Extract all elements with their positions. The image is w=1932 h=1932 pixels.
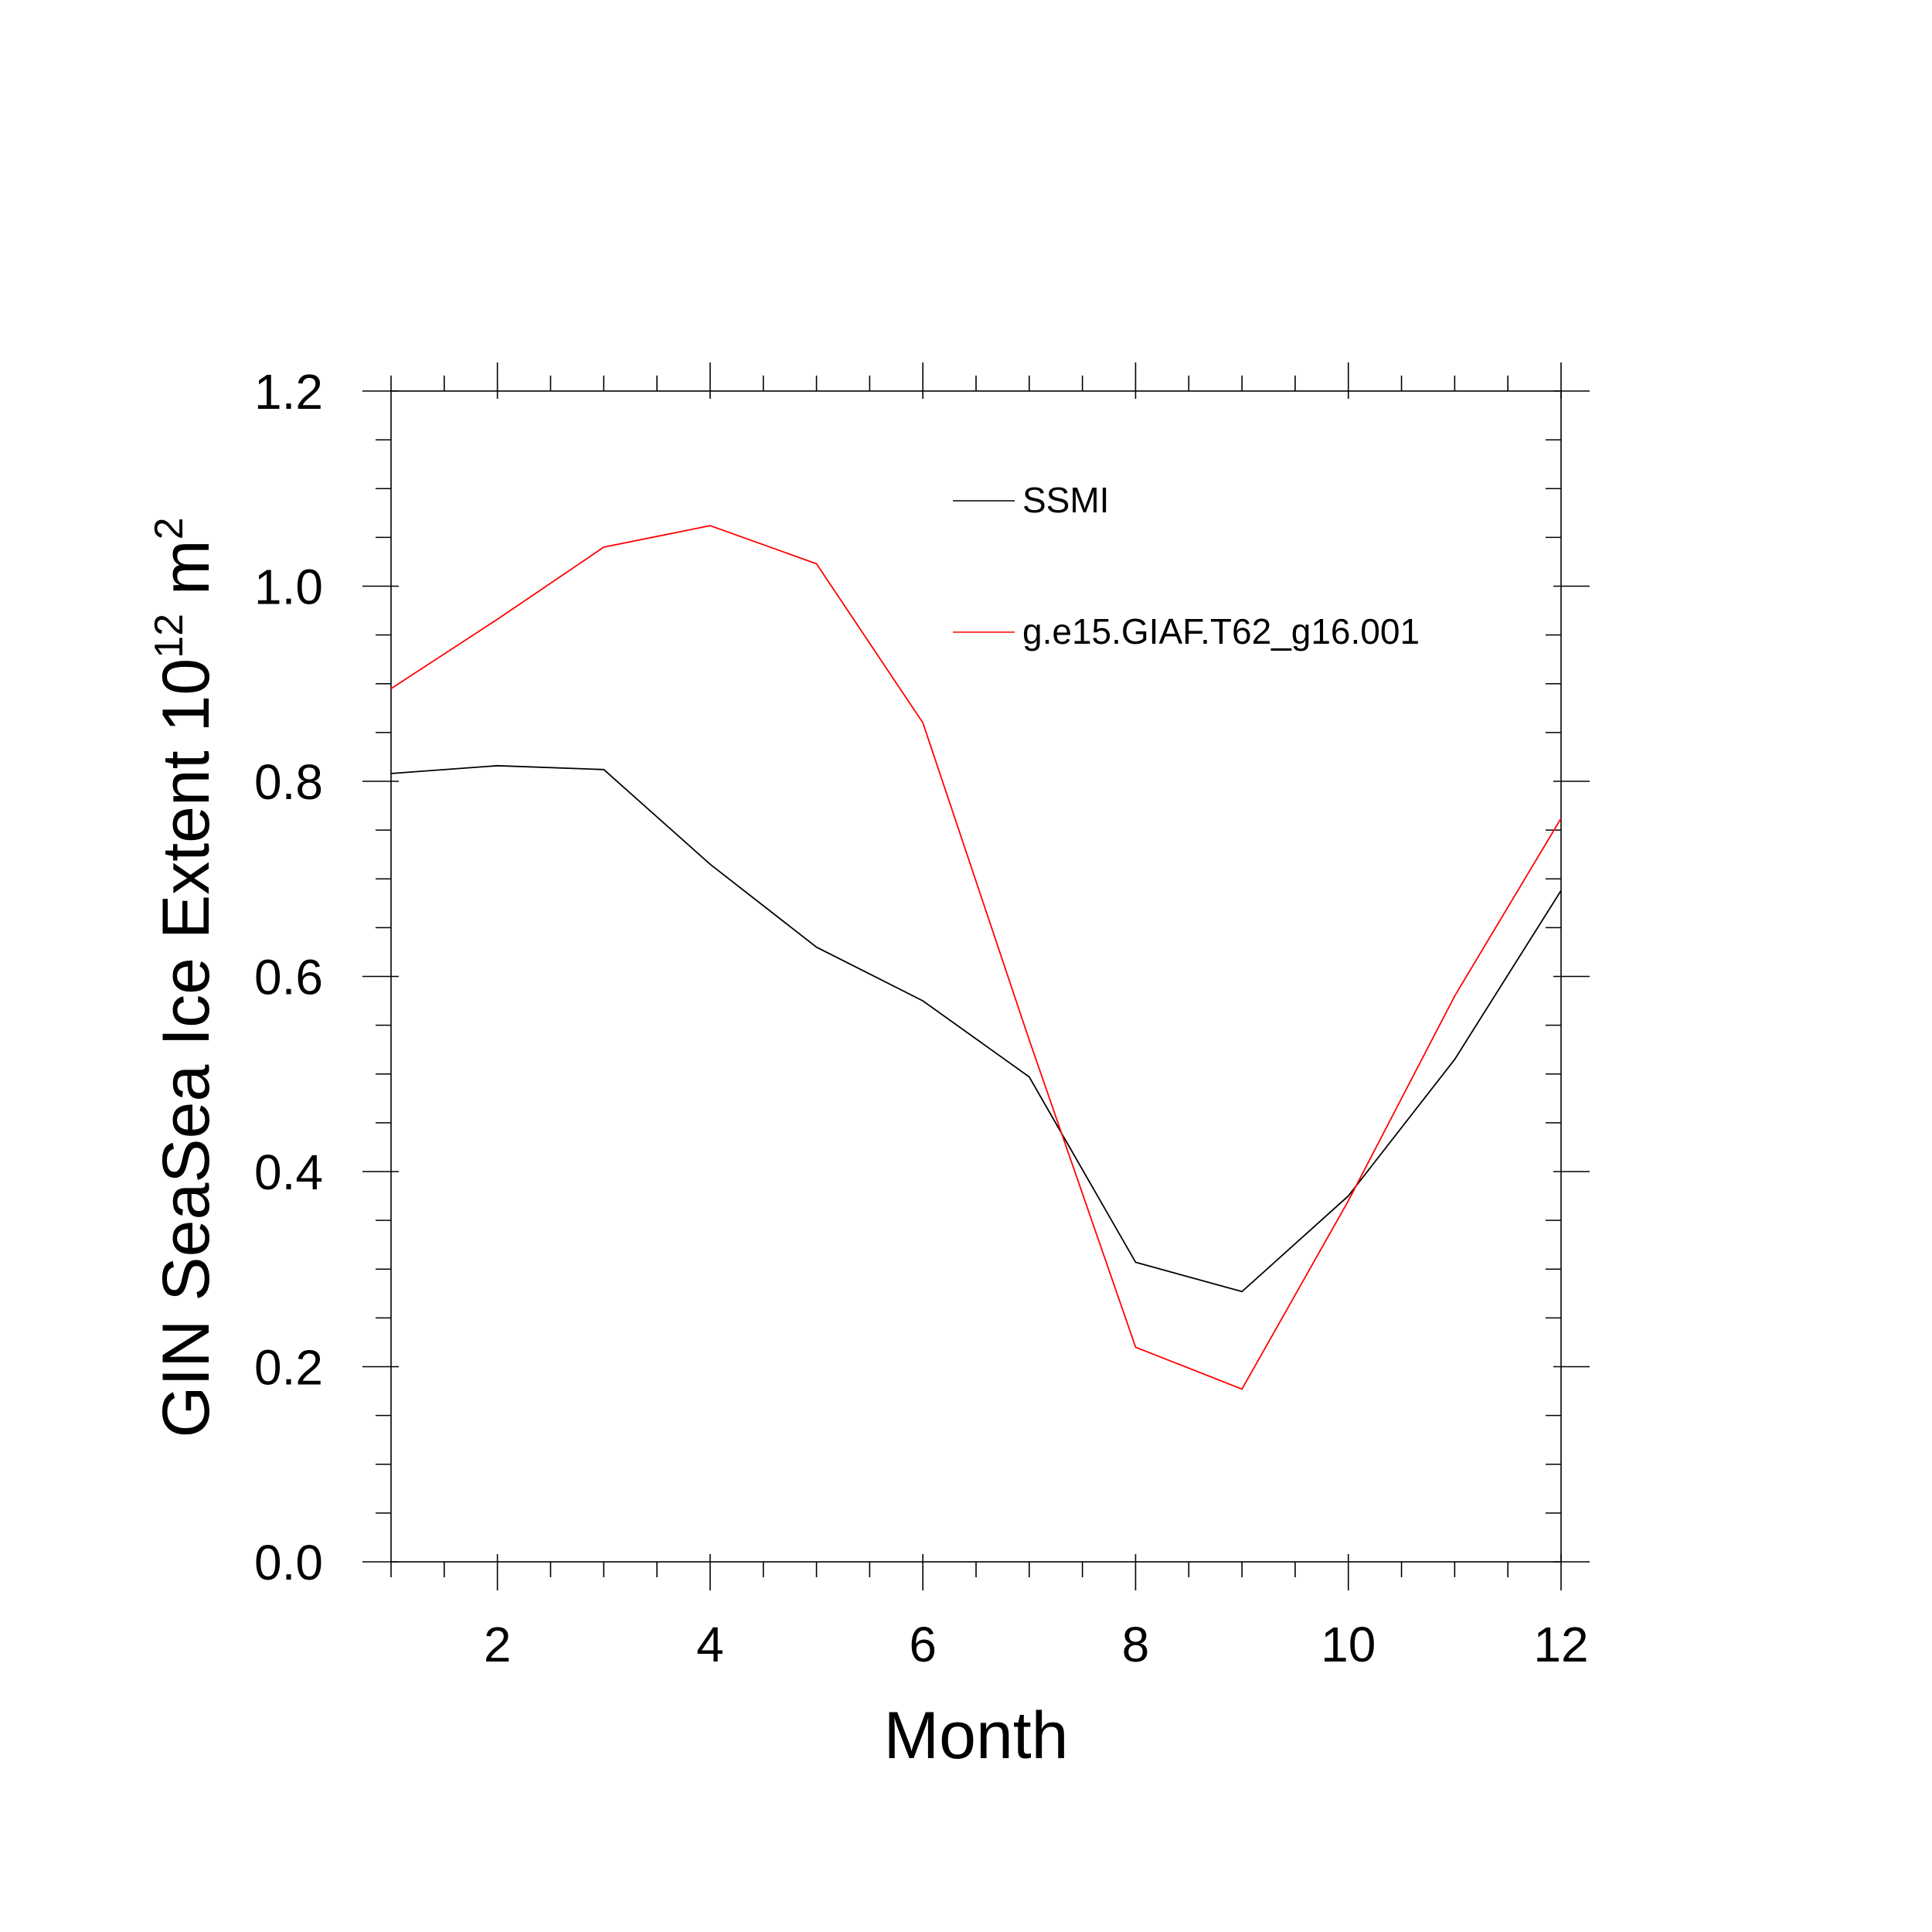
x-tick-label: 8 bbox=[1122, 1617, 1150, 1672]
legend-label-model: g.e15.GIAF.T62_g16.001 bbox=[1022, 611, 1420, 651]
x-tick-label: 6 bbox=[909, 1617, 937, 1672]
y-tick-label: 0.6 bbox=[254, 950, 323, 1005]
series-line-model bbox=[390, 525, 1562, 1390]
y-tick-label: 0.2 bbox=[254, 1340, 323, 1396]
x-axis-label: Month bbox=[883, 1699, 1068, 1773]
y-tick-label: 1.2 bbox=[254, 364, 323, 420]
y-tick-labels: 0.0 0.2 0.4 0.6 0.8 1.0 1.2 bbox=[254, 364, 323, 1590]
x-tick-labels: 2 4 6 8 10 12 bbox=[484, 1617, 1589, 1672]
x-tick-label: 10 bbox=[1321, 1617, 1376, 1672]
x-tick-label: 12 bbox=[1533, 1617, 1588, 1672]
y-axis-label-exponent-1: 12 bbox=[147, 614, 192, 658]
legend: SSMI g.e15.GIAF.T62_g16.001 bbox=[953, 480, 1420, 651]
plot-frame bbox=[390, 390, 1562, 1563]
axis-ticks bbox=[362, 362, 1590, 1590]
y-axis-label-exponent-2: 2 bbox=[147, 517, 192, 539]
y-axis-label-unit: m bbox=[149, 539, 223, 614]
y-tick-label: 0.0 bbox=[254, 1535, 323, 1590]
x-tick-label: 2 bbox=[484, 1617, 512, 1672]
y-tick-label: 1.0 bbox=[254, 560, 323, 615]
x-tick-label: 4 bbox=[696, 1617, 724, 1672]
y-axis-label: GIN SeaSea Ice Extent 1012 m2 bbox=[147, 517, 223, 1437]
y-tick-label: 0.8 bbox=[254, 754, 323, 810]
y-tick-label: 0.4 bbox=[254, 1145, 323, 1200]
series-lines bbox=[390, 525, 1562, 1390]
series-line-ssmi bbox=[390, 764, 1562, 1293]
legend-label-ssmi: SSMI bbox=[1022, 480, 1109, 520]
y-axis-label-main: GIN SeaSea Ice Extent 10 bbox=[149, 658, 223, 1438]
